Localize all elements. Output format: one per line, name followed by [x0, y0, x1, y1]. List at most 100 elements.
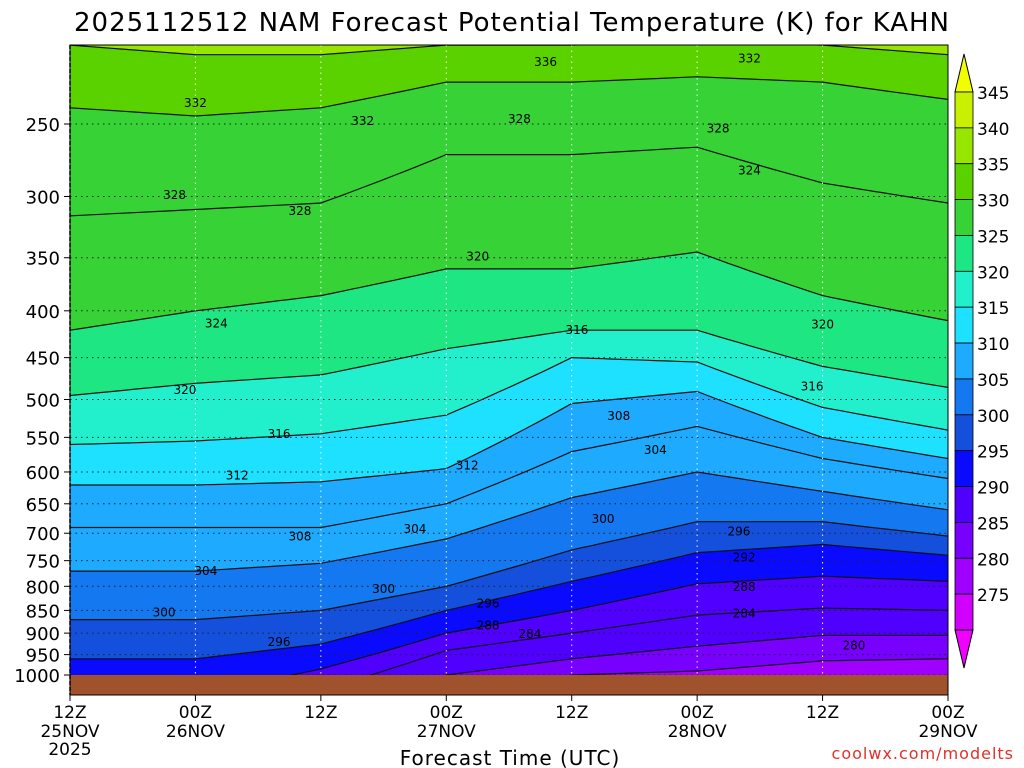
- x-tick-hour: 12Z: [53, 703, 86, 723]
- contour-label: 328: [508, 112, 531, 126]
- contour-label: 304: [194, 564, 217, 578]
- color-fill-layer: [70, 45, 948, 675]
- contour-label: 320: [811, 317, 834, 331]
- colorbar-segment: [954, 127, 974, 165]
- isentrope-280: [567, 658, 948, 675]
- colorbar-tick-label: 305: [977, 371, 1009, 391]
- colorbar-segment: [954, 557, 974, 595]
- colorbar-bottom-arrow: [954, 629, 974, 669]
- contour-label: 292: [733, 550, 756, 564]
- colorbar-tick-label: 320: [977, 263, 1009, 283]
- y-tick-label: 500: [26, 391, 60, 412]
- x-tick-date: 29NOV: [918, 722, 977, 742]
- contour-label: 328: [288, 204, 311, 218]
- x-tick-hour: 12Z: [806, 703, 839, 723]
- x-tick-date: 25NOV: [40, 722, 99, 742]
- y-tick-label: 300: [26, 187, 60, 208]
- colorbar-segment: [954, 593, 974, 631]
- colorbar-tick-label: 310: [977, 335, 1009, 355]
- contour-label: 296: [477, 596, 500, 610]
- x-tick-year: 2025: [48, 740, 91, 760]
- y-tick-label: 1000: [14, 666, 60, 687]
- contour-label: 300: [372, 582, 395, 596]
- contour-label: 336: [534, 55, 557, 69]
- contour-label: 332: [184, 96, 207, 110]
- grid: [69, 45, 949, 676]
- colorbar-segment: [954, 270, 974, 308]
- chart-title: 2025112512 NAM Forecast Potential Temper…: [74, 8, 950, 38]
- contour-label: 304: [644, 443, 667, 457]
- y-tick-label: 350: [26, 249, 60, 270]
- colorbar-segment: [954, 91, 974, 129]
- contour-label: 284: [733, 607, 756, 621]
- colorbar-segment: [954, 378, 974, 416]
- colorbar-segment: [954, 235, 974, 272]
- contour-label: 284: [518, 627, 541, 641]
- contour-label: 304: [403, 522, 426, 536]
- y-tick-label: 800: [26, 577, 60, 598]
- contour-label: 320: [174, 383, 197, 397]
- colorbar-tick-label: 345: [977, 84, 1009, 104]
- contour-label: 328: [163, 188, 186, 202]
- y-tick-label: 600: [26, 463, 60, 484]
- x-tick-date: 26NOV: [166, 722, 225, 742]
- contour-label: 296: [268, 635, 291, 649]
- ground-surface: [70, 675, 948, 695]
- colorbar-segment: [954, 450, 974, 487]
- colorbar-tick-label: 335: [977, 156, 1009, 176]
- isentrope-284: [442, 634, 948, 675]
- colorbar-segment: [954, 486, 974, 523]
- x-tick-hour: 00Z: [931, 703, 964, 723]
- colorbar-segment: [954, 163, 974, 201]
- colorbar-segment: [954, 306, 974, 344]
- colorbar-segment: [954, 199, 974, 236]
- y-tick-label: 900: [26, 624, 60, 645]
- isentrope-316: [70, 356, 948, 446]
- colorbar-tick-label: 290: [977, 479, 1009, 499]
- y-tick-label: 250: [26, 115, 60, 136]
- contour-label: 312: [456, 458, 479, 472]
- x-tick-hour: 00Z: [179, 703, 212, 723]
- colorbar-tick-label: 285: [977, 514, 1009, 534]
- contour-label: 328: [707, 122, 730, 136]
- contour-label: 316: [268, 427, 291, 441]
- colorbar-segment: [954, 342, 974, 380]
- colorbar-top-arrow: [954, 53, 974, 93]
- x-axis-label: Forecast Time (UTC): [400, 746, 621, 768]
- contour-label: 332: [738, 51, 761, 65]
- colorbar-tick-label: 315: [977, 299, 1009, 319]
- contour-labels: 336 332 332 332 328 328 328 328 324 320 320 324 316 3…: [153, 51, 866, 652]
- colorbar-tick-label: 325: [977, 227, 1009, 247]
- colorbar-tick-label: 275: [977, 586, 1009, 606]
- contour-label: 324: [205, 317, 228, 331]
- isentrope-328: [70, 146, 948, 217]
- contour-label: 300: [153, 605, 176, 619]
- colorbar-tick-label: 280: [977, 550, 1009, 570]
- isentrope-312: [70, 390, 948, 486]
- contour-label: 296: [727, 525, 750, 539]
- isentrope-324: [70, 251, 948, 331]
- contour-label: 300: [592, 512, 615, 526]
- y-tick-label: 400: [26, 302, 60, 323]
- contour-label: 308: [288, 530, 311, 544]
- isentrope-308: [70, 425, 948, 529]
- contour-label: 332: [351, 114, 374, 128]
- source-credit: coolwx.com/modelts: [832, 744, 1014, 763]
- contour-label: 312: [226, 468, 249, 482]
- colorbar-segment: [954, 522, 974, 559]
- contour-label: 324: [738, 163, 761, 177]
- colorbar: 345 340 335 330 325 320 315 310 305 300 295 290 285 2…: [954, 53, 1009, 669]
- x-tick-date: 28NOV: [668, 722, 727, 742]
- colorbar-tick-label: 300: [977, 407, 1009, 427]
- isentrope-292: [288, 575, 948, 675]
- contour-label: 316: [565, 323, 588, 337]
- contour-label: 316: [801, 380, 824, 394]
- plot-area: 336 332 332 332 328 328 328 328 324 320 320 324 316 3…: [69, 44, 949, 696]
- colorbar-tick-label: 295: [977, 443, 1009, 463]
- y-tick-label: 750: [26, 552, 60, 573]
- isentrope-304: [70, 471, 948, 572]
- y-tick-label: 650: [26, 495, 60, 516]
- x-tick-hour: 12Z: [304, 703, 337, 723]
